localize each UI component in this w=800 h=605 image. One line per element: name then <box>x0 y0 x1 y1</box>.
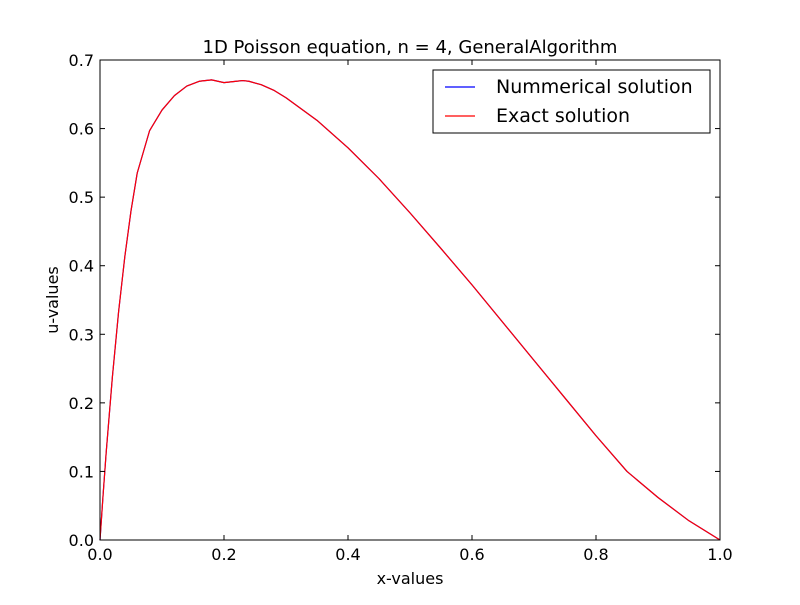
y-tick-label: 0.0 <box>69 531 94 550</box>
y-tick-label: 0.2 <box>69 394 94 413</box>
y-axis-label: u-values <box>43 266 62 334</box>
y-tick-label: 0.6 <box>69 120 94 139</box>
x-tick-label: 0.8 <box>583 545 608 564</box>
x-tick-label: 0.6 <box>459 545 484 564</box>
x-tick-label: 0.0 <box>87 545 112 564</box>
y-tick-label: 0.5 <box>69 188 94 207</box>
legend: Nummerical solution Exact solution <box>432 69 711 134</box>
y-tick-label: 0.1 <box>69 462 94 481</box>
plot-frame <box>99 59 721 541</box>
y-tick-label: 0.3 <box>69 325 94 344</box>
y-tick-label: 0.4 <box>69 257 94 276</box>
legend-box <box>432 69 711 134</box>
x-axis-label: x-values <box>377 569 444 588</box>
series-layer <box>99 79 721 541</box>
series-line-exact <box>99 79 721 541</box>
legend-label-numerical: Nummerical solution <box>496 76 693 98</box>
x-tick-label: 0.2 <box>211 545 236 564</box>
chart-title: 1D Poisson equation, n = 4, GeneralAlgor… <box>203 37 618 58</box>
y-tick-label: 0.7 <box>69 51 94 70</box>
x-tick-label: 0.4 <box>335 545 360 564</box>
ticks-layer: 0.0 0.2 0.4 0.6 0.8 1.0 0.0 0.1 0.2 0.3 0.4 0.5 0.6 0… <box>69 51 733 564</box>
legend-label-exact: Exact solution <box>496 105 630 127</box>
x-tick-label: 1.0 <box>707 545 732 564</box>
